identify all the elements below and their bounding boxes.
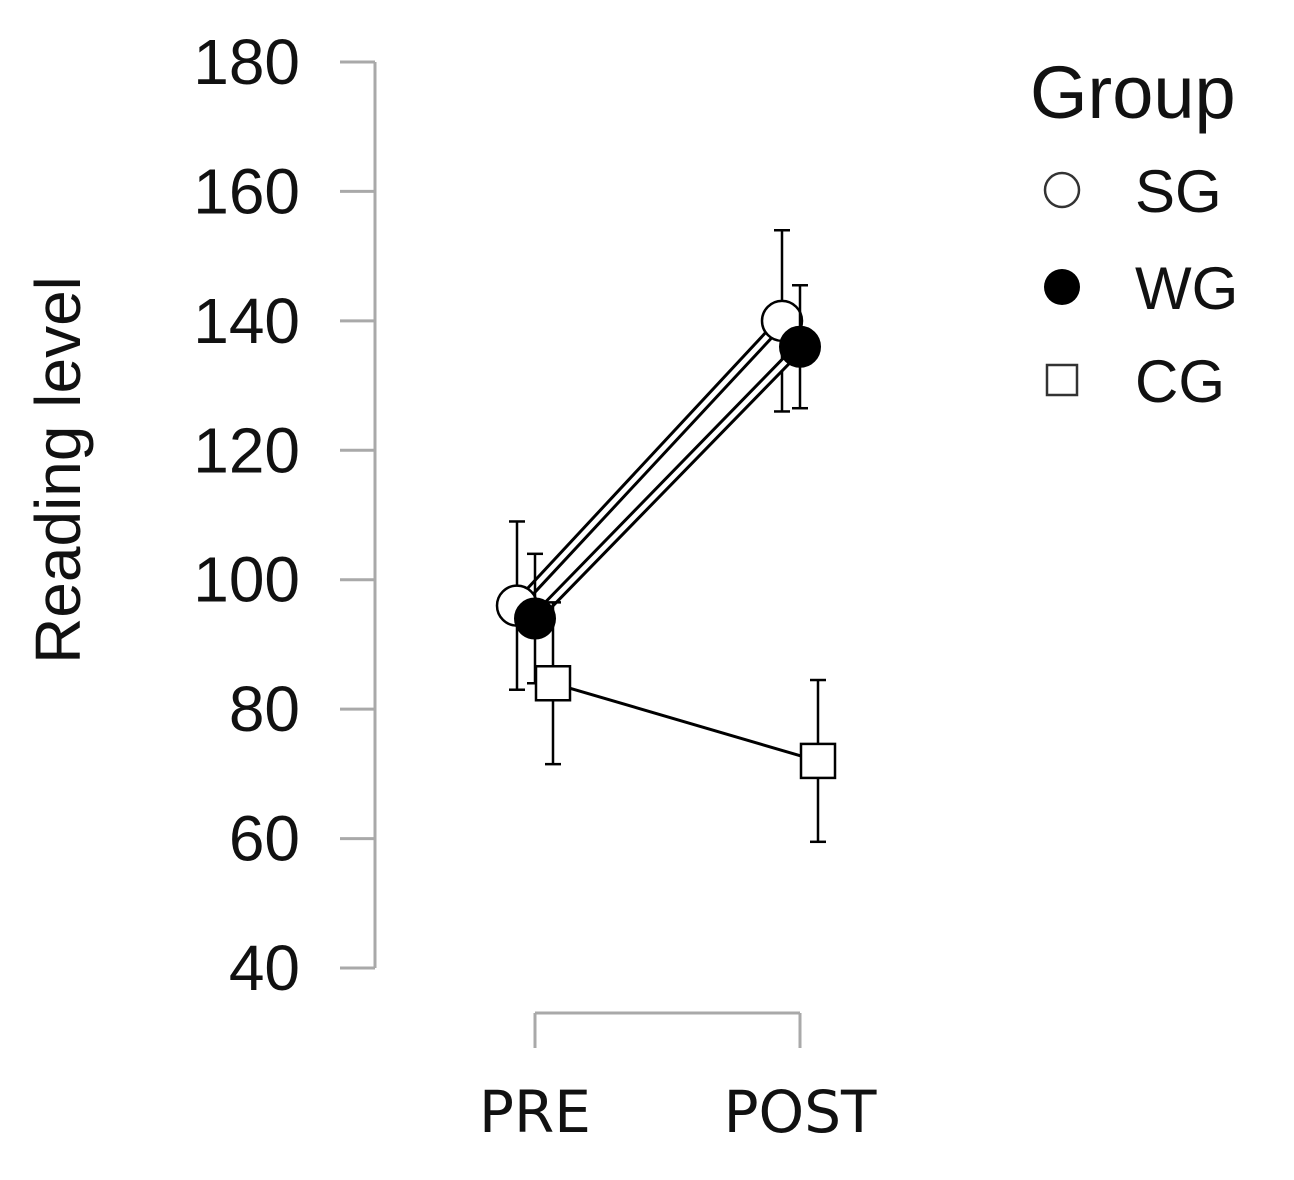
legend-item-wg: WG [1044, 255, 1238, 322]
y-axis-title: Reading level [22, 276, 94, 664]
axes-layer: 180 160 140 120 100 80 60 40 Reading level PRE POS… [22, 26, 877, 1146]
series-line [552, 681, 819, 763]
legend-item-sg: SG [1043, 158, 1222, 225]
series-cg [534, 601, 837, 844]
y-tick-label: 100 [193, 544, 300, 616]
y-tick-label: 80 [229, 673, 300, 745]
x-tick-label: PRE [479, 1078, 591, 1146]
data-point [514, 597, 556, 640]
series-line [515, 319, 784, 608]
y-tick-label: 60 [229, 803, 300, 875]
y-tick-label: 120 [193, 414, 300, 486]
y-tick-label: 180 [193, 26, 300, 98]
legend-marker [1044, 269, 1080, 305]
series-wg [514, 284, 821, 685]
legend-item-cg: CG [1045, 348, 1225, 415]
y-tick-label: 160 [193, 155, 300, 227]
legend-label: CG [1135, 348, 1225, 415]
legend-layer: Group SG WG CG [1030, 51, 1238, 415]
legend-label: WG [1135, 255, 1238, 322]
data-point [799, 742, 837, 780]
legend-marker [1045, 363, 1079, 397]
x-tick-label: POST [724, 1078, 877, 1146]
y-tick-label: 40 [229, 932, 300, 1004]
y-tick-label: 140 [193, 285, 300, 357]
series-line [533, 344, 802, 621]
legend-title: Group [1030, 51, 1236, 134]
series-layer [495, 229, 837, 844]
data-point [779, 325, 821, 368]
data-point [534, 665, 572, 702]
legend-label: SG [1135, 158, 1222, 225]
legend-marker [1043, 171, 1081, 209]
